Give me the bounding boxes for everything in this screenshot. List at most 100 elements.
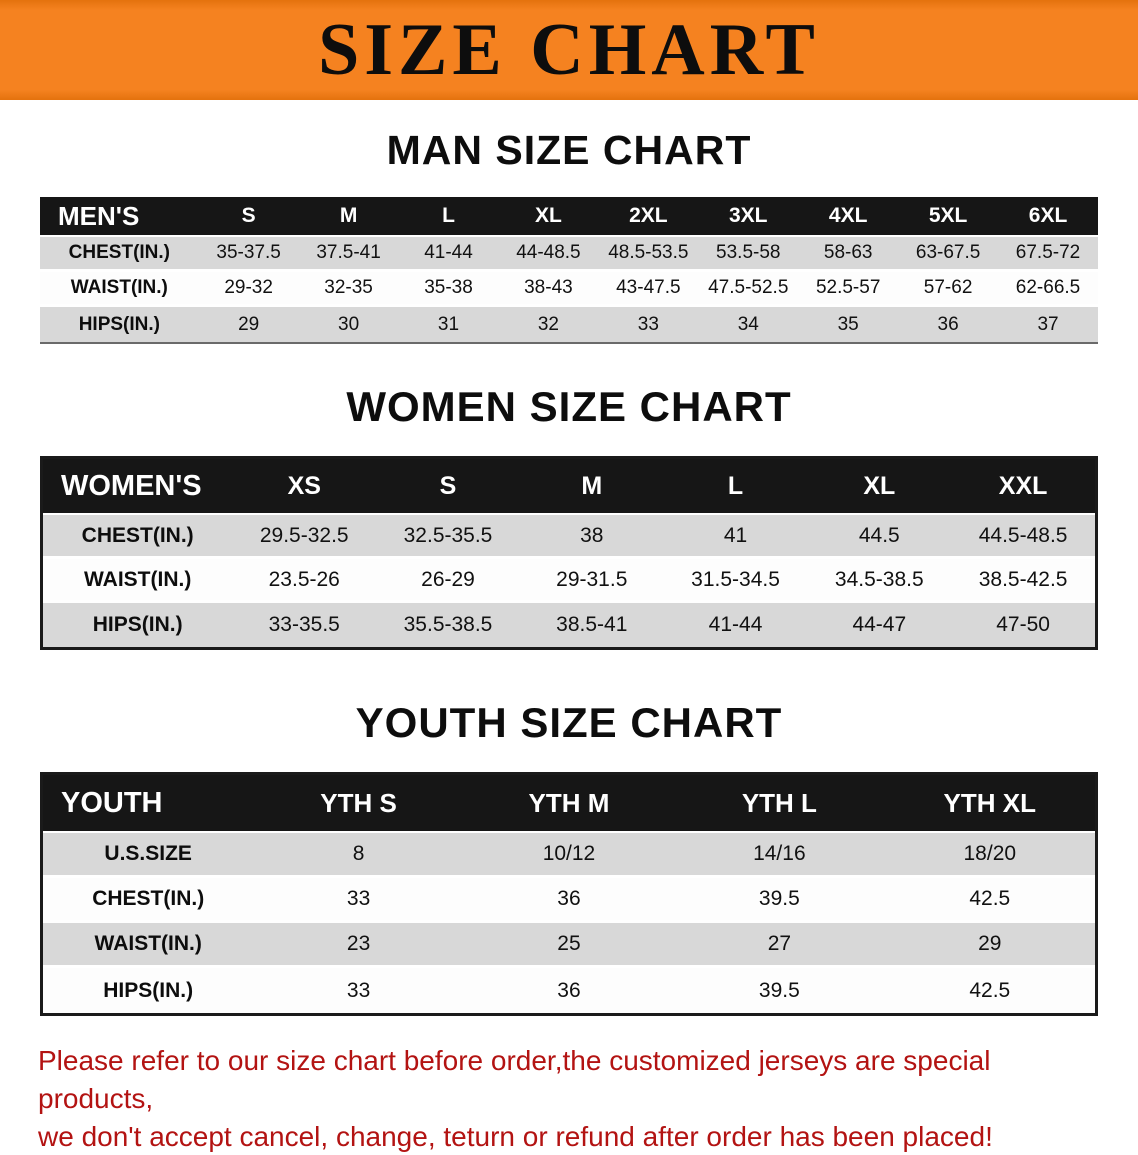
table-row: HIPS(IN.) 29 30 31 32 33 34 35 36 37 (40, 307, 1098, 342)
size-value: 33 (598, 307, 699, 342)
row-label: HIPS(IN.) (43, 603, 233, 647)
size-column-header: S (376, 459, 520, 515)
row-label: U.S.SIZE (43, 833, 254, 878)
size-value: 31 (398, 307, 499, 342)
size-value: 32.5-35.5 (376, 515, 520, 559)
size-value: 37 (998, 307, 1098, 342)
size-column-header: M (298, 197, 399, 237)
size-value: 34 (698, 307, 799, 342)
row-label: HIPS(IN.) (43, 968, 254, 1013)
row-label: WAIST(IN.) (43, 559, 233, 603)
size-value: 10/12 (463, 833, 675, 878)
size-value: 29-32 (198, 272, 299, 307)
size-column-header: 6XL (998, 197, 1098, 237)
size-value: 32-35 (298, 272, 399, 307)
size-column-header: L (398, 197, 499, 237)
size-value: 42.5 (884, 878, 1095, 923)
size-column-header: XL (498, 197, 599, 237)
table-row: HIPS(IN.) 33-35.5 35.5-38.5 38.5-41 41-44 44-… (43, 603, 1095, 647)
size-column-header: 5XL (898, 197, 999, 237)
table-row: CHEST(IN.) 35-37.5 37.5-41 41-44 44-48.5 48.5… (40, 237, 1098, 272)
size-value: 8 (253, 833, 464, 878)
size-column-header: 2XL (598, 197, 699, 237)
size-value: 31.5-34.5 (663, 559, 808, 603)
size-value: 48.5-53.5 (598, 237, 699, 272)
size-value: 27 (674, 923, 885, 968)
size-value: 26-29 (376, 559, 520, 603)
size-value: 38.5-42.5 (951, 559, 1095, 603)
youth-header-row: YOUTH YTH S YTH M YTH L YTH XL (43, 775, 1095, 833)
size-value: 38.5-41 (519, 603, 664, 647)
size-value: 34.5-38.5 (807, 559, 952, 603)
size-value: 23.5-26 (232, 559, 377, 603)
row-label: CHEST(IN.) (43, 515, 233, 559)
table-row: WAIST(IN.) 23.5-26 26-29 29-31.5 31.5-34.5 34… (43, 559, 1095, 603)
youth-size-table: YOUTH YTH S YTH M YTH L YTH XL U.S.SIZE 8 10/12… (40, 772, 1098, 1016)
womens-size-table: WOMEN'S XS S M L XL XXL CHEST(IN.) 29.5-32.5 32.5… (40, 456, 1098, 650)
size-value: 18/20 (884, 833, 1095, 878)
size-column-header: 4XL (798, 197, 899, 237)
size-value: 35 (798, 307, 899, 342)
size-value: 67.5-72 (998, 237, 1098, 272)
table-row: WAIST(IN.) 23 25 27 29 (43, 923, 1095, 968)
page-title: SIZE CHART (318, 9, 820, 91)
womens-header-row: WOMEN'S XS S M L XL XXL (43, 459, 1095, 515)
row-label: CHEST(IN.) (40, 237, 199, 272)
row-label: WAIST(IN.) (40, 272, 199, 307)
disclaimer-line-1: Please refer to our size chart before or… (38, 1045, 991, 1114)
size-value: 33 (253, 878, 464, 923)
size-value: 36 (463, 968, 675, 1013)
size-value: 32 (498, 307, 599, 342)
size-value: 23 (253, 923, 464, 968)
size-value: 29-31.5 (519, 559, 664, 603)
size-value: 33 (253, 968, 464, 1013)
size-value: 36 (898, 307, 999, 342)
mens-size-table: MEN'S S M L XL 2XL 3XL 4XL 5XL 6XL CHEST(IN.) 35-37… (40, 197, 1098, 344)
size-chart-sections: MAN SIZE CHART MEN'S S M L XL 2XL 3XL 4XL 5XL 6XL C… (0, 130, 1138, 1016)
size-value: 41 (663, 515, 808, 559)
section-heading-womens: WOMEN SIZE CHART (346, 383, 792, 430)
size-value: 29.5-32.5 (232, 515, 377, 559)
table-row: WAIST(IN.) 29-32 32-35 35-38 38-43 43-47.5 47.… (40, 272, 1098, 307)
size-column-header: XS (232, 459, 377, 515)
size-value: 62-66.5 (998, 272, 1098, 307)
size-column-header: YTH S (253, 775, 464, 833)
disclaimer-text: Please refer to our size chart before or… (0, 1042, 1138, 1155)
size-value: 41-44 (663, 603, 808, 647)
size-column-header: 3XL (698, 197, 799, 237)
section-heading-youth: YOUTH SIZE CHART (355, 699, 783, 746)
size-value: 44.5-48.5 (951, 515, 1095, 559)
size-value: 39.5 (674, 878, 885, 923)
size-column-header: M (519, 459, 664, 515)
size-column-header: S (198, 197, 299, 237)
size-value: 29 (198, 307, 299, 342)
size-column-header: XXL (951, 459, 1095, 515)
mens-header-row: MEN'S S M L XL 2XL 3XL 4XL 5XL 6XL (40, 197, 1098, 237)
size-value: 63-67.5 (898, 237, 999, 272)
section-heading-mens: MAN SIZE CHART (386, 127, 752, 173)
table-row: U.S.SIZE 8 10/12 14/16 18/20 (43, 833, 1095, 878)
size-value: 41-44 (398, 237, 499, 272)
size-value: 39.5 (674, 968, 885, 1013)
size-chart-banner: SIZE CHART (0, 0, 1138, 100)
size-value: 57-62 (898, 272, 999, 307)
size-value: 35-37.5 (198, 237, 299, 272)
size-value: 44.5 (807, 515, 952, 559)
size-value: 33-35.5 (232, 603, 377, 647)
youth-table-title: YOUTH (43, 775, 254, 833)
table-row: CHEST(IN.) 29.5-32.5 32.5-35.5 38 41 44.5 44.5… (43, 515, 1095, 559)
row-label: CHEST(IN.) (43, 878, 254, 923)
size-column-header: XL (807, 459, 952, 515)
size-column-header: YTH XL (884, 775, 1095, 833)
size-value: 42.5 (884, 968, 1095, 1013)
size-value: 35.5-38.5 (376, 603, 520, 647)
size-column-header: YTH L (674, 775, 885, 833)
size-value: 58-63 (798, 237, 899, 272)
size-value: 30 (298, 307, 399, 342)
size-value: 53.5-58 (698, 237, 799, 272)
size-value: 43-47.5 (598, 272, 699, 307)
table-row: HIPS(IN.) 33 36 39.5 42.5 (43, 968, 1095, 1013)
size-value: 36 (463, 878, 675, 923)
size-value: 47.5-52.5 (698, 272, 799, 307)
size-column-header: L (663, 459, 808, 515)
